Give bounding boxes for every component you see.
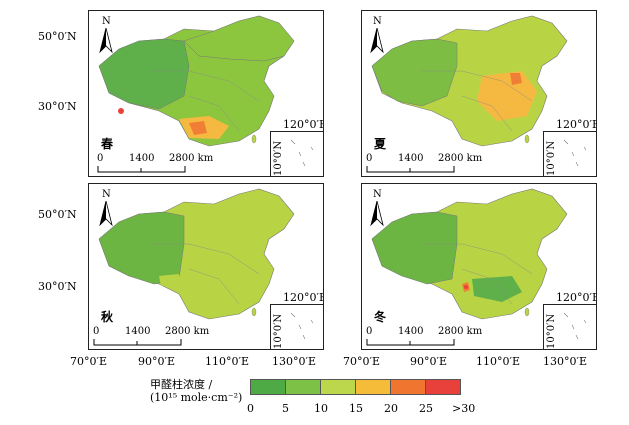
scale-bar: 0 1400 2800 km	[97, 153, 213, 173]
west-region	[371, 211, 458, 285]
south-china-sea-inset: 10°0′N	[543, 304, 596, 349]
hotspot-1	[159, 274, 181, 286]
lon-label: 70°0′E	[70, 355, 108, 368]
inset-lon-label: 120°0′E	[556, 118, 597, 131]
south-china-sea-inset: 10°0′N	[543, 131, 596, 176]
map-panel-summer: N 夏 0 1400 2800 km 10°0′N 120°0′E	[361, 10, 597, 177]
hotspot-1	[472, 276, 522, 302]
lon-label: 110°0′E	[476, 355, 521, 368]
legend-swatch	[320, 379, 356, 395]
legend-tick: 25	[419, 402, 433, 415]
hotspot-2	[189, 121, 207, 135]
scale-bar: 0 1400 2800 km	[366, 326, 482, 346]
west-region	[371, 38, 458, 107]
lat-label: 30°0′N	[38, 280, 77, 293]
hotspot-2	[497, 89, 522, 109]
hotspot-3	[118, 108, 124, 114]
legend-swatch	[250, 379, 286, 395]
china-map-winter	[371, 188, 568, 320]
china-map-autumn	[98, 188, 295, 320]
lon-label: 90°0′E	[410, 355, 448, 368]
lat-label: 50°0′N	[38, 208, 77, 221]
inset-lon-label: 120°0′E	[283, 118, 324, 131]
hotspot-3	[510, 73, 522, 85]
map-panel-winter: N 冬 0 1400 2800 km 10°0′N 120°0′E	[361, 183, 597, 350]
lat-label: 50°0′N	[38, 30, 77, 43]
taiwan-island	[251, 134, 257, 144]
map-panel-autumn: N 秋 0 1400 2800 km 10°0′N 120°0′E	[88, 183, 324, 350]
legend-tick: 20	[384, 402, 398, 415]
south-china-sea-inset: 10°0′N	[270, 304, 323, 349]
north-region	[183, 15, 295, 62]
season-label: 春	[101, 137, 114, 151]
legend-swatch	[355, 379, 391, 395]
lat-label: 30°0′N	[38, 100, 77, 113]
map-panel-spring: N 春 0 1400 2800 km 10°0′N 120°0′E	[88, 10, 324, 177]
lon-label: 110°0′E	[205, 355, 250, 368]
season-label: 秋	[101, 310, 114, 324]
south-china-sea-inset: 10°0′N	[270, 131, 323, 176]
lon-label: 130°0′E	[272, 355, 317, 368]
hotspot-2	[209, 252, 231, 266]
west-region	[98, 38, 190, 110]
taiwan-island	[524, 134, 530, 144]
inset-lon-label: 120°0′E	[556, 291, 597, 304]
season-label: 冬	[374, 310, 387, 324]
taiwan-island	[524, 307, 530, 317]
hotspot-3	[239, 274, 249, 284]
legend-tick: 0	[247, 402, 254, 415]
legend-swatch	[425, 379, 461, 395]
inset-lon-label: 120°0′E	[283, 291, 324, 304]
legend-tick: 5	[282, 402, 289, 415]
legend-swatch	[390, 379, 426, 395]
lon-label: 90°0′E	[138, 355, 176, 368]
taiwan-island	[251, 307, 257, 317]
scale-bar: 0 1400 2800 km	[93, 326, 209, 346]
scale-bar: 0 1400 2800 km	[366, 153, 482, 173]
china-map-summer	[371, 15, 568, 147]
china-map-spring	[98, 15, 295, 147]
legend-swatch	[285, 379, 321, 395]
lon-label: 70°0′E	[343, 355, 381, 368]
legend-tick: 10	[314, 402, 328, 415]
season-label: 夏	[374, 137, 387, 151]
legend-tick: 15	[349, 402, 363, 415]
legend-title: 甲醛柱浓度 / (10¹⁵ mole·cm⁻²)	[150, 378, 243, 404]
hotspot-3	[464, 285, 468, 289]
lon-label: 130°0′E	[543, 355, 588, 368]
legend-tick: >30	[452, 402, 476, 415]
